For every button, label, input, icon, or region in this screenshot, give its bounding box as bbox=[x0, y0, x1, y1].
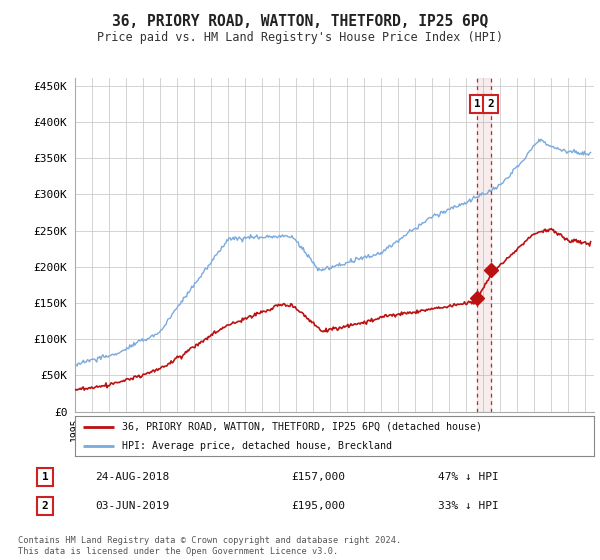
Text: 03-JUN-2019: 03-JUN-2019 bbox=[95, 501, 169, 511]
Text: 24-AUG-2018: 24-AUG-2018 bbox=[95, 472, 169, 482]
Text: £157,000: £157,000 bbox=[291, 472, 345, 482]
Text: 2: 2 bbox=[487, 99, 494, 109]
Text: 33% ↓ HPI: 33% ↓ HPI bbox=[437, 501, 499, 511]
Text: 47% ↓ HPI: 47% ↓ HPI bbox=[437, 472, 499, 482]
Text: 1: 1 bbox=[474, 99, 481, 109]
Text: 2: 2 bbox=[41, 501, 49, 511]
Text: £195,000: £195,000 bbox=[291, 501, 345, 511]
Text: Contains HM Land Registry data © Crown copyright and database right 2024.
This d: Contains HM Land Registry data © Crown c… bbox=[18, 536, 401, 556]
Text: 36, PRIORY ROAD, WATTON, THETFORD, IP25 6PQ: 36, PRIORY ROAD, WATTON, THETFORD, IP25 … bbox=[112, 14, 488, 29]
Text: 1: 1 bbox=[41, 472, 49, 482]
Text: Price paid vs. HM Land Registry's House Price Index (HPI): Price paid vs. HM Land Registry's House … bbox=[97, 31, 503, 44]
Bar bbox=[478, 78, 491, 412]
Text: 36, PRIORY ROAD, WATTON, THETFORD, IP25 6PQ (detached house): 36, PRIORY ROAD, WATTON, THETFORD, IP25 … bbox=[122, 422, 482, 432]
Text: HPI: Average price, detached house, Breckland: HPI: Average price, detached house, Brec… bbox=[122, 441, 392, 450]
